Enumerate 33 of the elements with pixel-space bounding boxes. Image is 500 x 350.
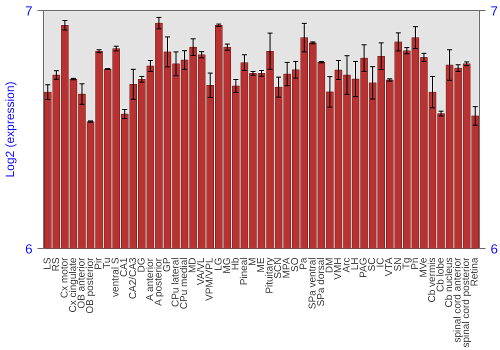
x-tick-label: LS (42, 257, 54, 270)
y2-tick-label: 6 (490, 242, 498, 256)
x-tick-label: CA2/CA3 (128, 257, 139, 300)
x-tick-label: RS (50, 257, 62, 272)
x-tick-label: LG (213, 257, 224, 271)
x-tick-label: Hb (230, 257, 242, 270)
x-tick-label: DG (136, 257, 148, 272)
x-tick-label: Pituitary (264, 258, 276, 294)
x-tick-label: Pineal (238, 257, 250, 286)
x-tick-label: A anterior (144, 257, 156, 301)
x-tick-label: spinal cord posterior (461, 256, 472, 348)
x-tick-label: OB anterior (76, 256, 88, 309)
x-tick-label: VMH (332, 257, 344, 280)
x-tick-label: Pn (410, 257, 421, 270)
x-tick-label: SPa dorsal (316, 257, 327, 306)
x-tick-label: ME (256, 257, 267, 272)
x-tick-label: SN (392, 257, 404, 272)
x-tick-label: Tg (401, 258, 412, 270)
x-tick-label: VPM/VPL (204, 257, 216, 301)
x-tick-label: MVe (418, 257, 430, 278)
x-tick-label: VTA (384, 257, 396, 276)
y-axis-title: Log2 (expression) (3, 81, 18, 178)
x-tick-label: A posterior (153, 257, 164, 306)
x-tick-label: CA1 (119, 257, 130, 277)
x-tick-label: M (247, 257, 258, 266)
x-tick-label: Retina (470, 257, 481, 286)
x-tick-label: Arc (341, 258, 352, 272)
x-tick-label: GP (162, 257, 173, 272)
x-tick-label: Cx cingulate (68, 257, 79, 313)
y2-tick-label: 7 (490, 4, 498, 18)
x-tick-label: OB posterior (85, 256, 96, 314)
x-tick-label: Pa (298, 257, 310, 270)
x-tick-label: DM (324, 257, 336, 274)
